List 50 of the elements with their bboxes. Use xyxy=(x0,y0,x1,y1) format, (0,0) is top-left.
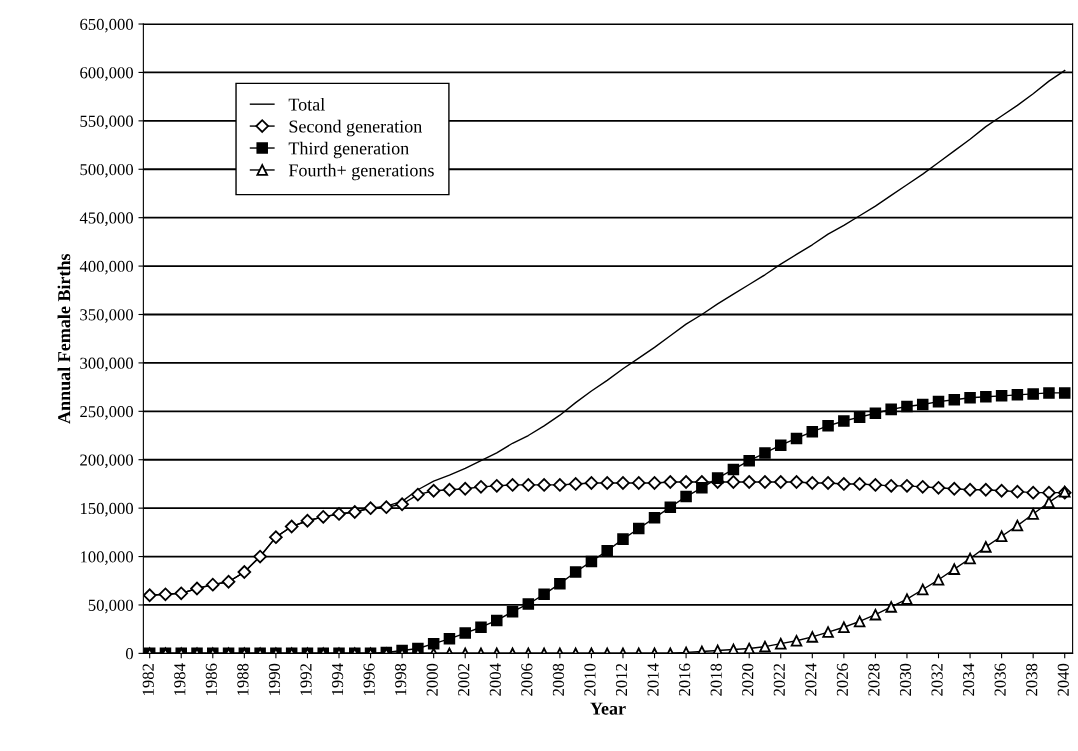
y-tick-label: 200,000 xyxy=(80,454,134,469)
legend-label: Second generation xyxy=(289,119,422,137)
x-tick-label: 1986 xyxy=(205,663,217,695)
y-tick-label: 300,000 xyxy=(80,357,134,372)
y-tick-label: 400,000 xyxy=(79,260,134,275)
x-tick-label: 2032 xyxy=(931,664,943,696)
y-tick-label: 650,000 xyxy=(80,18,134,33)
x-tick-label: 2018 xyxy=(710,663,722,696)
x-tick-label: 2014 xyxy=(647,663,659,696)
x-tick-label: 1998 xyxy=(395,663,407,695)
y-tick-label: 450,000 xyxy=(79,212,134,227)
y-tick-label: 550,000 xyxy=(80,115,134,130)
y-tick-label: 150,000 xyxy=(80,502,134,517)
x-tick-label: 1992 xyxy=(300,664,312,695)
x-tick-label: 1984 xyxy=(174,663,186,695)
legend-label: Fourth+ generations xyxy=(288,163,434,181)
x-tick-label: 2006 xyxy=(521,663,533,696)
y-tick-label: 350,000 xyxy=(80,309,134,323)
y-tick-label: 100,000 xyxy=(80,551,134,565)
x-tick-label: 2022 xyxy=(773,664,785,696)
x-tick-label: 1994 xyxy=(331,663,344,695)
y-tick-label: 50,000 xyxy=(88,599,134,614)
legend-label: Third generation xyxy=(288,141,409,159)
y-tick-label: 250,000 xyxy=(80,406,134,420)
x-tick-label: 2010 xyxy=(584,663,596,696)
x-tick-label: 2030 xyxy=(899,663,912,696)
x-tick-label: 2026 xyxy=(836,663,849,696)
x-tick-label: 2036 xyxy=(994,663,1006,696)
x-tick-label: 2012 xyxy=(615,664,628,696)
x-tick-label: 2024 xyxy=(805,663,817,696)
x-tick-label: 2020 xyxy=(742,663,754,696)
x-tick-label: 2000 xyxy=(426,663,438,696)
x-tick-label: 2028 xyxy=(868,663,880,696)
x-tick-label: 2034 xyxy=(962,663,975,696)
x-tick-label: 2008 xyxy=(552,663,565,696)
x-tick-label: 2002 xyxy=(458,664,470,696)
x-tick-label: 2038 xyxy=(1026,663,1038,696)
x-tick-label: 1996 xyxy=(363,663,375,695)
x-tick-label: 2040 xyxy=(1057,663,1069,696)
y-tick-label: 0 xyxy=(125,648,134,660)
x-tick-label: 1988 xyxy=(237,663,249,695)
y-axis-title: Annual Female Births xyxy=(57,253,71,424)
x-tick-label: 2004 xyxy=(489,663,501,696)
x-tick-label: 1982 xyxy=(142,664,154,695)
y-tick-label: 500,000 xyxy=(80,163,134,178)
legend-label: Total xyxy=(288,97,325,111)
y-tick-label: 600,000 xyxy=(80,67,134,81)
x-tick-label: 2016 xyxy=(679,663,691,696)
x-axis-title: Year xyxy=(590,702,626,715)
x-tick-label: 1990 xyxy=(268,663,281,695)
